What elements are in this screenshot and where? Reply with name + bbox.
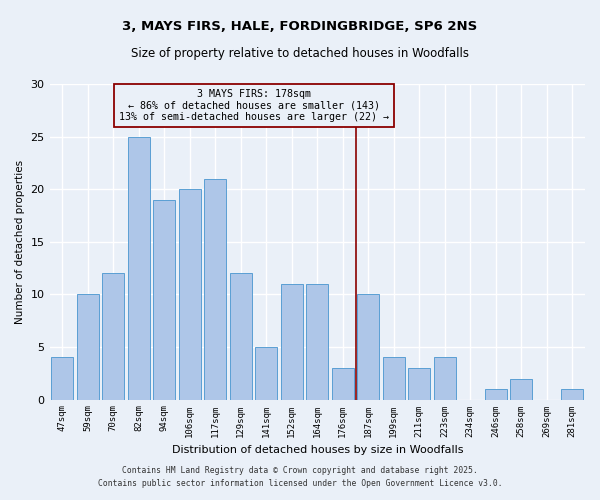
Y-axis label: Number of detached properties: Number of detached properties (15, 160, 25, 324)
Bar (179, 189, 200, 400)
X-axis label: Distribution of detached houses by size in Woodfalls: Distribution of detached houses by size … (172, 445, 463, 455)
Bar (154, 200, 175, 400)
Bar (307, 284, 328, 400)
Bar (562, 389, 583, 400)
Bar (281, 284, 302, 400)
Bar (205, 178, 226, 400)
Bar (128, 136, 149, 400)
Text: Size of property relative to detached houses in Woodfalls: Size of property relative to detached ho… (131, 48, 469, 60)
Bar (358, 294, 379, 400)
Bar (52, 358, 73, 400)
Bar (77, 294, 98, 400)
Bar (409, 368, 430, 400)
Bar (511, 378, 532, 400)
Bar (485, 389, 506, 400)
Text: 3, MAYS FIRS, HALE, FORDINGBRIDGE, SP6 2NS: 3, MAYS FIRS, HALE, FORDINGBRIDGE, SP6 2… (122, 20, 478, 33)
Bar (103, 274, 124, 400)
Bar (332, 368, 353, 400)
Bar (256, 347, 277, 400)
Text: Contains HM Land Registry data © Crown copyright and database right 2025.
Contai: Contains HM Land Registry data © Crown c… (98, 466, 502, 487)
Bar (383, 358, 404, 400)
Bar (230, 274, 251, 400)
Text: 3 MAYS FIRS: 178sqm
← 86% of detached houses are smaller (143)
13% of semi-detac: 3 MAYS FIRS: 178sqm ← 86% of detached ho… (119, 90, 389, 122)
Bar (434, 358, 455, 400)
